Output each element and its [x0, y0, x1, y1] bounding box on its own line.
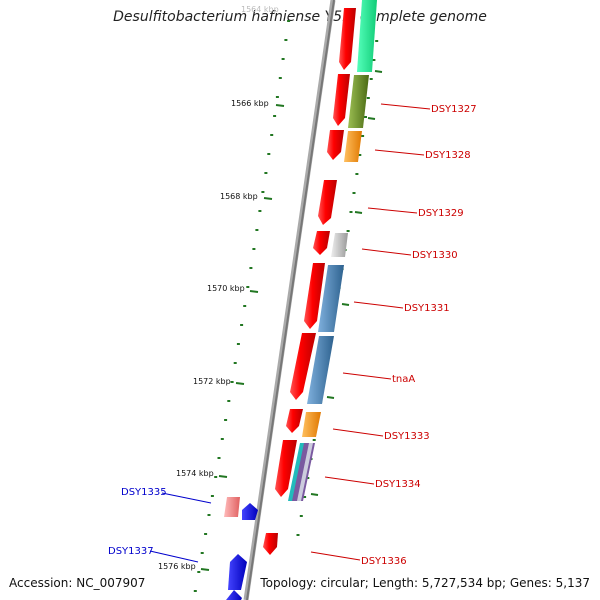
genome-title: Desulfitobacterium hafniense Y51, comple…	[113, 9, 487, 25]
cds-arrow[interactable]	[318, 180, 337, 225]
scale-dot	[312, 439, 316, 441]
scale-dot	[287, 20, 291, 22]
gene-label-dsy1330[interactable]: DSY1330	[412, 250, 458, 261]
scale-dot	[220, 438, 224, 440]
scale-dot	[193, 590, 197, 592]
scale-dot	[264, 172, 268, 174]
scale-dot	[355, 173, 359, 175]
scale-dot	[296, 534, 300, 536]
cog-box[interactable]	[357, 0, 377, 72]
cds-arrow[interactable]	[242, 503, 258, 520]
scale-label-1576: 1576 kbp	[158, 562, 196, 571]
cds-arrow[interactable]	[226, 590, 242, 600]
topology-text: Topology: circular; Length: 5,727,534 bp…	[260, 576, 590, 590]
scale-dot	[207, 514, 211, 516]
scale-dot	[284, 39, 288, 41]
scale-dot	[243, 305, 247, 307]
scale-dot	[252, 248, 256, 250]
accession-text: Accession: NC_007907	[9, 576, 146, 590]
cds-arrow[interactable]	[263, 533, 278, 555]
scale-dot	[278, 77, 282, 79]
scale-dot	[273, 115, 277, 117]
scale-ticks	[200, 104, 285, 571]
gene-label-dsy1329[interactable]: DSY1329	[418, 208, 464, 219]
cog-box[interactable]	[307, 336, 334, 404]
scale-dot	[281, 58, 285, 60]
cds-arrow[interactable]	[228, 554, 247, 590]
scale-dot	[210, 495, 214, 497]
scale-dot	[224, 419, 228, 421]
scale-dot	[346, 230, 350, 232]
scale-dot	[303, 496, 307, 498]
cds-arrow[interactable]	[275, 440, 297, 497]
scale-dot	[369, 78, 373, 80]
gene-label-dsy1328[interactable]: DSY1328	[425, 150, 471, 161]
cog-box[interactable]	[318, 265, 344, 332]
scale-dot	[261, 191, 265, 193]
forward-cds-track	[263, 8, 356, 555]
scale-dot	[214, 476, 218, 478]
scale-dot	[200, 552, 204, 554]
scale-dot	[246, 286, 250, 288]
scale-labels: 1564 kbp 1566 kbp 1568 kbp 1570 kbp 1572…	[158, 5, 279, 571]
right-scale-ticks	[310, 70, 383, 496]
scale-dot	[249, 267, 253, 269]
scale-dot	[299, 515, 303, 517]
cds-arrow[interactable]	[333, 74, 350, 126]
cds-arrow[interactable]	[290, 333, 316, 400]
cog-box[interactable]	[331, 233, 348, 257]
scale-label-1568: 1568 kbp	[220, 192, 258, 201]
cog-box[interactable]	[224, 497, 240, 517]
scale-dot	[258, 210, 262, 212]
cog-box[interactable]	[302, 412, 321, 437]
scale-dot	[372, 59, 376, 61]
scale-dot	[217, 457, 221, 459]
gene-label-dsy1333[interactable]: DSY1333	[384, 431, 430, 442]
cds-arrow[interactable]	[339, 8, 356, 70]
scale-dot	[270, 134, 274, 136]
cds-arrow[interactable]	[327, 130, 344, 160]
gene-label-dsy1335[interactable]: DSY1335	[121, 487, 167, 498]
cog-box[interactable]	[348, 75, 369, 128]
scale-dot	[240, 324, 244, 326]
gene-label-dsy1336[interactable]: DSY1336	[361, 556, 407, 567]
gene-label-tnaa[interactable]: tnaA	[392, 374, 415, 385]
cds-arrow[interactable]	[304, 263, 325, 329]
scale-dot	[204, 533, 208, 535]
gene-label-dsy1331[interactable]: DSY1331	[404, 303, 450, 314]
scale-dot	[364, 116, 367, 118]
scale-label-1572: 1572 kbp	[193, 377, 231, 386]
scale-dot	[197, 571, 201, 573]
scale-dot	[230, 381, 234, 383]
scale-dot	[233, 362, 237, 364]
scale-dot	[236, 343, 240, 345]
cds-arrow[interactable]	[313, 231, 330, 255]
scale-dot	[306, 477, 310, 479]
scale-label-1564: 1564 kbp	[241, 5, 279, 14]
scale-dot	[352, 192, 356, 194]
scale-label-1566: 1566 kbp	[231, 99, 269, 108]
scale-dot	[361, 135, 365, 137]
scale-label-1570: 1570 kbp	[207, 284, 245, 293]
label-leaders	[149, 103, 431, 563]
gene-label-dsy1327[interactable]: DSY1327	[431, 104, 477, 115]
scale-dot	[349, 211, 353, 213]
scale-dot	[275, 96, 279, 98]
reverse-track	[224, 497, 258, 600]
gene-labels: DSY1327 DSY1328 DSY1329 DSY1330 DSY1331 …	[108, 104, 477, 567]
scale-dot	[375, 40, 379, 42]
scale-dot	[255, 229, 259, 231]
scale-dot	[358, 154, 362, 156]
scale-dot	[267, 153, 271, 155]
cds-arrow[interactable]	[286, 409, 303, 433]
gene-label-dsy1334[interactable]: DSY1334	[375, 479, 421, 490]
gene-label-dsy1337[interactable]: DSY1337	[108, 546, 154, 557]
scale-dot	[366, 97, 370, 99]
cog-box[interactable]	[344, 131, 362, 162]
forward-cog-track	[288, 0, 377, 501]
scale-dot	[227, 400, 231, 402]
scale-label-1574: 1574 kbp	[176, 469, 214, 478]
